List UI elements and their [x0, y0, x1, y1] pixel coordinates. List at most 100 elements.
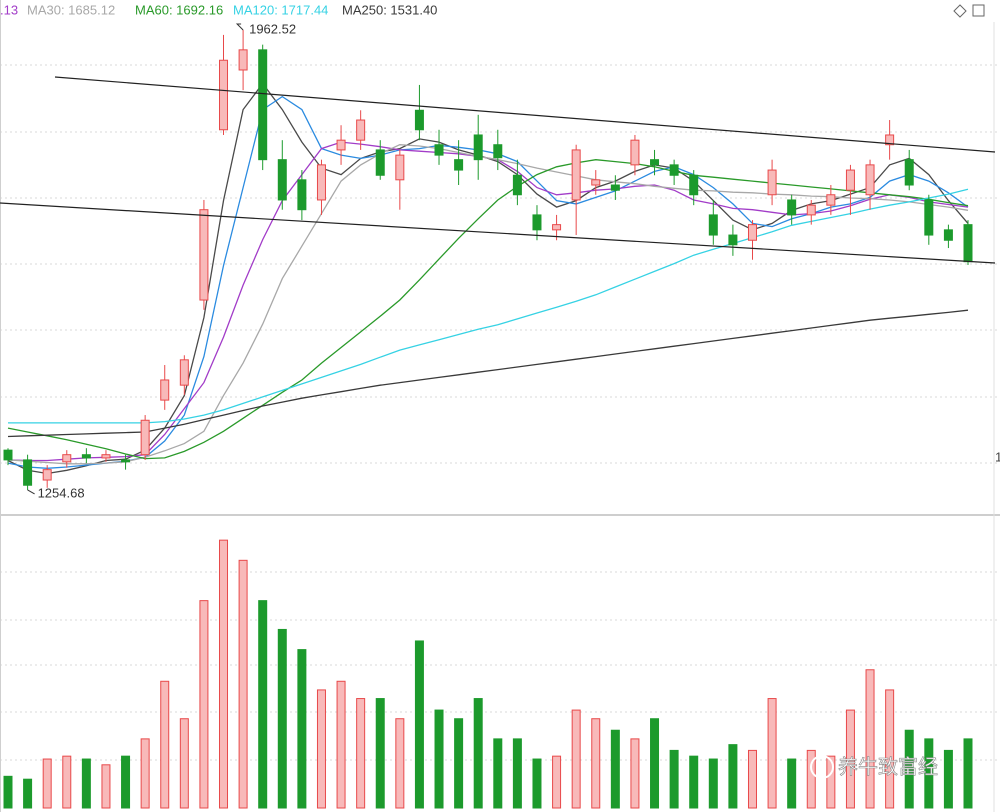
volume-bar: [943, 749, 953, 809]
square-icon[interactable]: [972, 4, 985, 17]
volume-bar: [532, 758, 542, 809]
candle-body: [493, 144, 503, 159]
candle-body: [669, 164, 679, 176]
volume-bar: [806, 749, 816, 809]
candle-body: [708, 214, 718, 236]
volume-bar: [924, 738, 934, 809]
candle-body: [395, 154, 405, 181]
candle-body: [885, 134, 895, 146]
watermark: 养牛致富经: [810, 755, 938, 779]
candle-body: [650, 159, 660, 166]
legend-entry: MA250: 1531.40: [342, 2, 437, 17]
candle-body: [199, 209, 209, 301]
ma-line: [7, 144, 969, 465]
volume-bar: [23, 778, 33, 809]
trend-line: [0, 202, 996, 264]
ma-line: [7, 309, 969, 438]
volume-bar: [787, 758, 797, 809]
volume-bar: [689, 755, 699, 809]
volume-bar: [316, 689, 326, 809]
candle-body: [238, 49, 248, 71]
candle-body: [552, 224, 562, 231]
candle-body: [316, 164, 326, 201]
legend-entry: MA120: 1717.44: [233, 2, 328, 17]
volume-bar: [336, 680, 346, 809]
watermark-text: 养牛致富经: [838, 755, 938, 778]
volume-bar: [885, 689, 895, 809]
volume-bar: [826, 755, 836, 809]
candle-body: [865, 164, 875, 196]
volume-bar: [473, 698, 483, 809]
volume-bar: [865, 669, 875, 809]
candle-body: [943, 229, 953, 241]
candle-body: [845, 169, 855, 191]
annotation-pointer: [235, 23, 244, 31]
candle-body: [787, 199, 797, 216]
volume-bar: [121, 755, 131, 809]
ma-line: [8, 188, 969, 424]
volume-bar: [747, 749, 757, 809]
candle-body: [179, 359, 189, 386]
candle-body: [140, 419, 150, 456]
volume-bar: [356, 698, 366, 809]
volume-bar: [62, 755, 72, 809]
volume-bar: [845, 709, 855, 809]
volume-bar: [140, 738, 150, 809]
legend-entry: MA30: 1685.12: [27, 2, 115, 17]
candle-body: [689, 174, 699, 196]
watermark-icon: [810, 755, 834, 779]
volume-bar: [81, 758, 91, 809]
candle-body: [728, 234, 738, 246]
candle-body: [356, 119, 366, 141]
candle-body: [160, 379, 170, 401]
volume-bar: [571, 709, 581, 809]
volume-bar: [493, 738, 503, 809]
candle-body: [121, 459, 131, 463]
candle-body: [336, 139, 346, 151]
candle-body: [3, 449, 13, 461]
ma-line: [7, 159, 969, 460]
candle-body: [610, 184, 620, 191]
volume-bar: [669, 749, 679, 809]
candle-body: [826, 194, 836, 206]
volume-bar: [512, 738, 522, 809]
volume-bar: [101, 764, 111, 809]
candle-body: [630, 139, 640, 166]
legend-entry: .13: [0, 2, 18, 17]
volume-bar: [414, 640, 424, 809]
volume-bar: [375, 698, 385, 809]
annotation-pointer: [27, 489, 35, 495]
candle-body: [512, 174, 522, 196]
candle-body: [963, 224, 973, 263]
candle-body: [375, 149, 385, 176]
volume-bar: [650, 718, 660, 809]
volume-bar: [434, 709, 444, 809]
volume-bar: [767, 698, 777, 809]
volume-bar: [728, 744, 738, 809]
candle-body: [904, 159, 914, 186]
candle-body: [23, 459, 33, 486]
candle-body: [767, 169, 777, 196]
candle-body: [42, 469, 52, 481]
volume-bar: [454, 718, 464, 809]
candle-body: [747, 224, 757, 241]
toolbar-icons[interactable]: [953, 4, 985, 18]
volume-bar: [552, 755, 562, 809]
volume-bar: [258, 600, 268, 809]
volume-bar: [708, 758, 718, 809]
volume-bar: [904, 729, 914, 809]
volume-bar: [395, 718, 405, 809]
volume-bar: [630, 738, 640, 809]
annotation-label: 1254.68: [38, 485, 85, 500]
candle-body: [62, 454, 72, 463]
trend-line: [54, 76, 996, 153]
volume-bar: [3, 775, 13, 809]
volume-bar: [277, 628, 287, 809]
volume-bars: [3, 539, 973, 809]
axis-fragment: 1: [995, 449, 1000, 464]
diamond-icon[interactable]: [953, 4, 967, 18]
candle-body: [473, 134, 483, 161]
candle-body: [277, 159, 287, 201]
